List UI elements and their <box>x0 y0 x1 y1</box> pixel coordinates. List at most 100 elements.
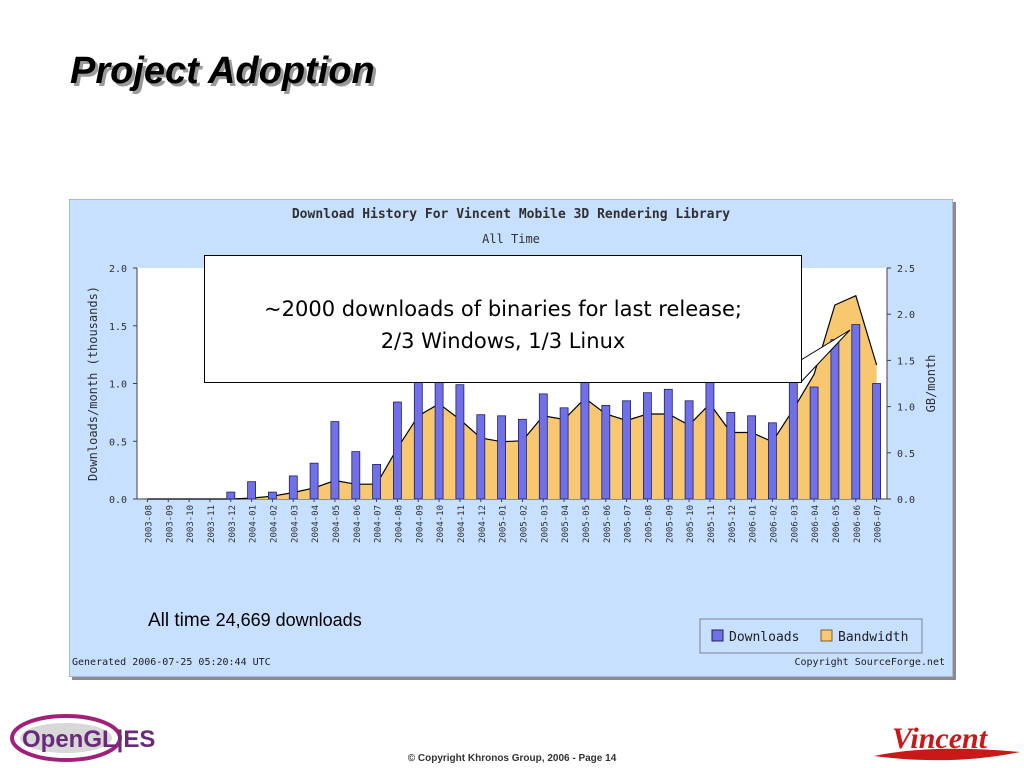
downloads-bar <box>517 418 527 500</box>
downloads-bar <box>538 393 548 500</box>
x-tick-label: 2006-02 <box>769 505 779 543</box>
x-tick-label: 2005-09 <box>665 505 675 543</box>
x-tick-label: 2005-12 <box>728 505 738 543</box>
legend-swatch-downloads <box>711 629 724 642</box>
x-tick-label: 2006-06 <box>853 505 863 543</box>
downloads-bar <box>872 383 881 500</box>
downloads-bar <box>684 400 694 500</box>
logo-left-text: OpenGL|ES <box>22 726 155 753</box>
y-tick-label: 1.5 <box>109 322 127 333</box>
x-tick-label: 2005-05 <box>582 505 592 543</box>
downloads-bar <box>747 415 756 500</box>
downloads-bar <box>330 421 340 500</box>
opengl-es-logo: OpenGL|ES <box>10 714 155 762</box>
x-tick-label: 2004-05 <box>332 505 342 543</box>
downloads-bar <box>309 462 319 500</box>
legend-box <box>699 618 923 654</box>
x-tick-label: 2003-08 <box>144 505 154 543</box>
chart-copyright-text: Copyright SourceForge.net <box>794 657 945 668</box>
x-tick-label: 2004-06 <box>353 505 363 543</box>
y2-tick-label: 1.5 <box>897 356 915 367</box>
all-time-value: 24,669 downloads <box>215 610 362 630</box>
x-tick-label: 2004-11 <box>457 505 467 543</box>
footer-copyright: © Copyright Khronos Group, 2006 - Page 1… <box>407 753 617 764</box>
bandwidth-area <box>147 295 877 499</box>
x-tick-label: 2004-03 <box>290 505 300 543</box>
chart-subtitle: All Time <box>482 232 540 246</box>
x-tick-label: 2006-04 <box>811 505 821 543</box>
downloads-bar <box>226 491 236 500</box>
x-tick-label: 2005-04 <box>561 505 571 543</box>
x-tick-label: 2003-10 <box>186 505 196 543</box>
x-tick-label: 2005-03 <box>540 505 550 543</box>
chart-generated-text: Generated 2006-07-25 05:20:44 UTC <box>72 657 271 668</box>
callout-line-2: 2/3 Windows, 1/3 Linux <box>380 329 626 353</box>
all-time-label: All time <box>148 610 211 631</box>
slide-title: Project Adoption <box>70 50 375 92</box>
legend-label-bandwidth: Bandwidth <box>838 630 908 645</box>
callout-box: ~2000 downloads of binaries for last rel… <box>204 255 802 383</box>
x-tick-label: 2004-04 <box>311 505 321 543</box>
all-time-summary: All time 24,669 downloads <box>148 610 362 632</box>
y2-tick-label: 0.5 <box>897 449 915 460</box>
legend-label-downloads: Downloads <box>729 630 799 645</box>
x-tick-label: 2004-08 <box>394 505 404 543</box>
x-tick-label: 2004-01 <box>249 505 259 543</box>
downloads-bar <box>601 404 611 500</box>
y-tick-label: 2.0 <box>109 264 127 275</box>
y2-axis-label: GB/month <box>924 355 938 413</box>
y2-tick-label: 1.0 <box>897 403 915 414</box>
x-tick-label: 2004-07 <box>374 505 384 543</box>
logo-right-text: Vincent <box>892 722 989 755</box>
downloads-bar <box>476 414 486 500</box>
downloads-bar <box>809 386 819 500</box>
downloads-bar <box>372 463 382 500</box>
x-tick-label: 2005-06 <box>603 505 613 543</box>
downloads-bar <box>726 411 736 500</box>
downloads-bar <box>351 451 361 500</box>
y2-tick-label: 2.0 <box>897 310 915 321</box>
downloads-bar <box>768 422 777 500</box>
x-tick-label: 2004-02 <box>269 505 279 543</box>
x-tick-label: 2005-10 <box>686 505 696 543</box>
x-tick-label: 2005-02 <box>519 505 529 543</box>
x-tick-label: 2006-03 <box>790 505 800 543</box>
y-axis-label: Downloads/month (thousands) <box>86 286 100 481</box>
downloads-bar <box>851 324 861 500</box>
downloads-bar <box>288 475 298 500</box>
downloads-bar <box>247 481 257 500</box>
y2-tick-label: 0.0 <box>897 495 915 506</box>
downloads-bar <box>267 491 277 500</box>
x-tick-label: 2006-07 <box>874 505 884 543</box>
x-tick-label: 2004-10 <box>436 505 446 543</box>
downloads-bar <box>559 407 569 500</box>
x-tick-label: 2006-01 <box>749 505 759 543</box>
chart-title: Download History For Vincent Mobile 3D R… <box>292 207 730 222</box>
downloads-bar <box>622 400 631 500</box>
y2-tick-label: 2.5 <box>897 264 915 275</box>
downloads-bar <box>663 388 673 500</box>
x-tick-label: 2005-07 <box>624 505 634 543</box>
y-tick-label: 1.0 <box>109 380 127 391</box>
y-tick-label: 0.0 <box>109 495 127 506</box>
x-tick-label: 2005-08 <box>644 505 654 543</box>
x-tick-label: 2003-11 <box>207 505 217 543</box>
y-tick-label: 0.5 <box>109 437 127 448</box>
x-tick-label: 2003-12 <box>228 505 238 543</box>
x-tick-label: 2005-11 <box>707 505 717 543</box>
downloads-bar <box>643 392 652 500</box>
x-tick-label: 2004-12 <box>478 505 488 543</box>
downloads-bar <box>455 384 465 500</box>
callout-line-1: ~2000 downloads of binaries for last rel… <box>264 297 742 321</box>
downloads-bar <box>830 339 840 500</box>
x-tick-label: 2006-05 <box>832 505 842 543</box>
x-tick-label: 2004-09 <box>415 505 425 543</box>
downloads-bar <box>497 415 507 500</box>
downloads-bar <box>788 363 798 500</box>
downloads-bar <box>392 401 402 500</box>
legend-swatch-bandwidth <box>820 629 833 642</box>
x-tick-label: 2003-09 <box>165 505 175 543</box>
x-tick-label: 2005-01 <box>499 505 509 543</box>
vincent-logo: Vincent <box>874 722 1020 761</box>
downloads-bar <box>580 364 590 500</box>
